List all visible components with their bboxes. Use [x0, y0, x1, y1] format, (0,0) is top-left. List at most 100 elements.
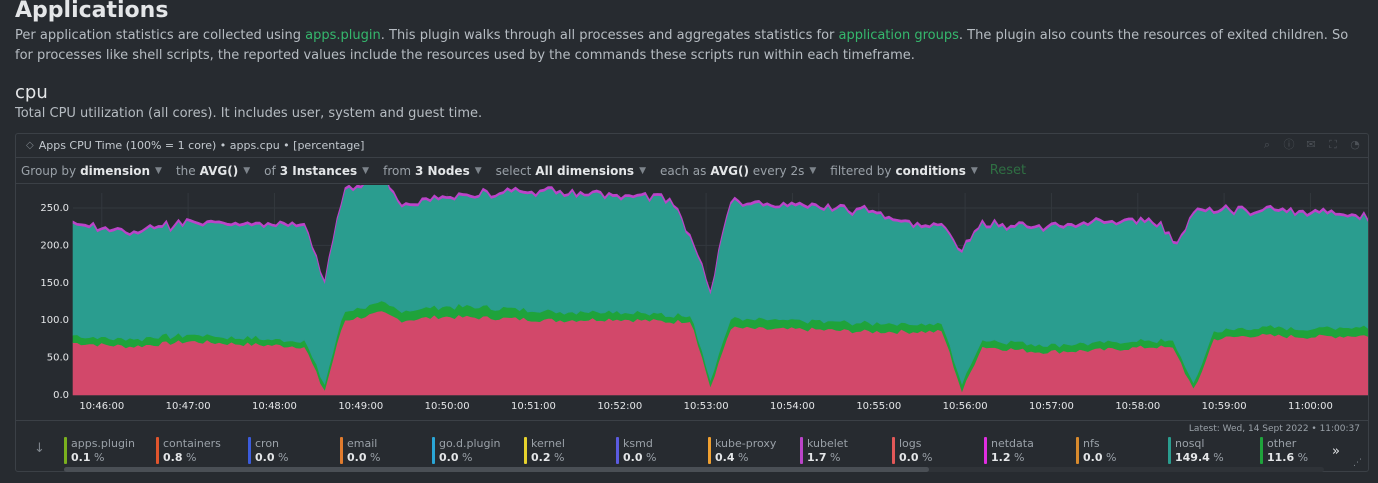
legend-name: kube-proxy	[715, 437, 777, 450]
legend-value: 0.0 %	[1083, 451, 1117, 464]
reset-button[interactable]: Reset	[989, 163, 1027, 178]
instances-label: of	[264, 163, 276, 178]
legend-name: containers	[163, 437, 221, 450]
arrow-down-icon[interactable]: ↓	[34, 441, 45, 456]
legend-value: 1.2 %	[991, 451, 1025, 464]
section-title: Applications	[15, 0, 169, 23]
chart-description: Total CPU utilization (all cores). It in…	[15, 106, 483, 121]
chevron-down-icon: ▼	[362, 165, 370, 176]
legend-value: 0.1 %	[71, 451, 105, 464]
chart-card: ◇ Apps CPU Time (100% = 1 core) • apps.c…	[15, 133, 1369, 472]
more-legend-button[interactable]: »	[1332, 444, 1340, 459]
group-by-value: dimension	[80, 163, 151, 178]
y-tick-label: 0.0	[53, 390, 69, 401]
x-tick-label: 10:54:00	[770, 401, 815, 412]
legend-name: email	[347, 437, 378, 450]
chevron-down-icon: ▼	[639, 165, 646, 176]
legend-name: other	[1267, 437, 1297, 450]
aggregation-value: AVG()	[199, 163, 239, 178]
filter-dropdown[interactable]: filtered by conditions ▼	[830, 164, 978, 178]
x-tick-label: 10:52:00	[597, 401, 642, 412]
group-by-label: Group by	[21, 163, 77, 178]
cpu-area-chart[interactable]: 0.0 50.0 100.0 150.0 200.0 250.0 10:46:00 10:47…	[16, 185, 1368, 423]
legend-name: ksmd	[623, 437, 653, 450]
legend-name: go.d.plugin	[439, 437, 501, 450]
filter-label: filtered by	[830, 163, 892, 178]
legend-name: nfs	[1083, 437, 1100, 450]
aggregation-dropdown[interactable]: the AVG() ▼	[176, 164, 250, 178]
instances-value: 3 Instances	[279, 163, 358, 178]
x-tick-label: 10:50:00	[425, 401, 470, 412]
series-area-kubelet	[72, 185, 1368, 295]
x-tick-label: 10:46:00	[79, 401, 124, 412]
legend-color-swatch	[1260, 437, 1263, 464]
alert-icon[interactable]: ◔	[1350, 138, 1360, 151]
legend-name: netdata	[991, 437, 1034, 450]
each-label: each as	[659, 163, 707, 178]
legend-color-swatch	[800, 437, 803, 464]
legend-color-swatch	[616, 437, 619, 464]
fullscreen-icon[interactable]: ⛶	[1329, 138, 1337, 151]
nodes-dropdown[interactable]: from 3 Nodes ▼	[383, 164, 482, 178]
legend-value: 0.0 %	[347, 451, 381, 464]
application-groups-link[interactable]: application groups	[838, 28, 959, 43]
tag-icon: ◇	[26, 140, 34, 151]
time-aggregation-dropdown[interactable]: each as AVG() every 2s ▼	[660, 164, 816, 178]
legend-color-swatch	[708, 437, 711, 464]
x-tick-label: 11:00:00	[1288, 401, 1333, 412]
legend-name: kubelet	[807, 437, 848, 450]
envelope-icon[interactable]: ✉	[1306, 138, 1316, 151]
x-tick-label: 10:48:00	[252, 401, 297, 412]
legend-name: logs	[899, 437, 922, 450]
legend-color-swatch	[892, 437, 895, 464]
x-tick-label: 10:53:00	[684, 401, 729, 412]
legend-scrollbar[interactable]	[64, 467, 1324, 472]
x-tick-label: 10:49:00	[338, 401, 383, 412]
legend-name: cron	[255, 437, 280, 450]
legend-value: 0.0 %	[623, 451, 657, 464]
each-value: AVG()	[710, 163, 749, 178]
legend-color-swatch	[248, 437, 251, 464]
legend-value: 149.4 %	[1175, 451, 1224, 464]
dimensions-dropdown[interactable]: select All dimensions ▼	[496, 164, 646, 178]
section-intro: Per application statistics are collected…	[15, 26, 1355, 66]
chart-toolbar: Group by dimension ▼ the AVG() ▼ of 3 Instanc…	[16, 158, 1368, 184]
x-tick-label: 10:56:00	[943, 401, 988, 412]
chart-legend: Latest: Wed, 14 Sept 2022 • 11:00:37 ↓ a…	[16, 420, 1368, 472]
chevron-down-icon: ▼	[155, 165, 162, 176]
x-tick-label: 10:58:00	[1115, 401, 1160, 412]
legend-color-swatch	[1168, 437, 1171, 464]
nodes-value: 3 Nodes	[415, 163, 470, 178]
y-tick-label: 150.0	[40, 278, 69, 289]
legend-scroll-thumb[interactable]	[64, 467, 929, 472]
instances-dropdown[interactable]: of 3 Instances ▼	[264, 164, 369, 178]
intro-text-3: . The plugin also counts the resources o…	[15, 28, 1349, 63]
resize-handle-icon[interactable]: ⋰	[1353, 458, 1362, 468]
legend-name: apps.plugin	[71, 437, 135, 450]
every-label: every 2s	[752, 163, 805, 178]
legend-color-swatch	[984, 437, 987, 464]
legend-value: 0.8 %	[163, 451, 197, 464]
legend-color-swatch	[1076, 437, 1079, 464]
aggregation-label: the	[175, 163, 196, 178]
y-tick-label: 100.0	[40, 315, 69, 326]
search-icon[interactable]: ⌕	[1263, 138, 1271, 151]
y-tick-label: 200.0	[40, 240, 69, 251]
chart-header-title: Apps CPU Time (100% = 1 core) • apps.cpu…	[38, 139, 365, 152]
info-icon[interactable]: ⓘ	[1283, 138, 1295, 151]
intro-text-2: . This plugin walks through all processe…	[380, 28, 839, 43]
legend-value: 11.6 %	[1267, 451, 1309, 464]
x-tick-label: 10:51:00	[511, 401, 556, 412]
legend-value: 1.7 %	[807, 451, 841, 464]
latest-timestamp: Latest: Wed, 14 Sept 2022 • 11:00:37	[1188, 424, 1360, 434]
chevron-down-icon: ▼	[970, 165, 978, 176]
nodes-label: from	[383, 163, 412, 178]
intro-text-1: Per application statistics are collected…	[15, 28, 306, 43]
legend-value: 0.2 %	[531, 451, 565, 464]
chevron-down-icon: ▼	[474, 165, 482, 176]
legend-name: nosql	[1175, 437, 1205, 450]
apps-plugin-link[interactable]: apps.plugin	[305, 28, 381, 43]
legend-color-swatch	[524, 437, 527, 464]
chart-header: ◇ Apps CPU Time (100% = 1 core) • apps.c…	[16, 134, 1368, 158]
group-by-dropdown[interactable]: Group by dimension ▼	[21, 164, 162, 178]
